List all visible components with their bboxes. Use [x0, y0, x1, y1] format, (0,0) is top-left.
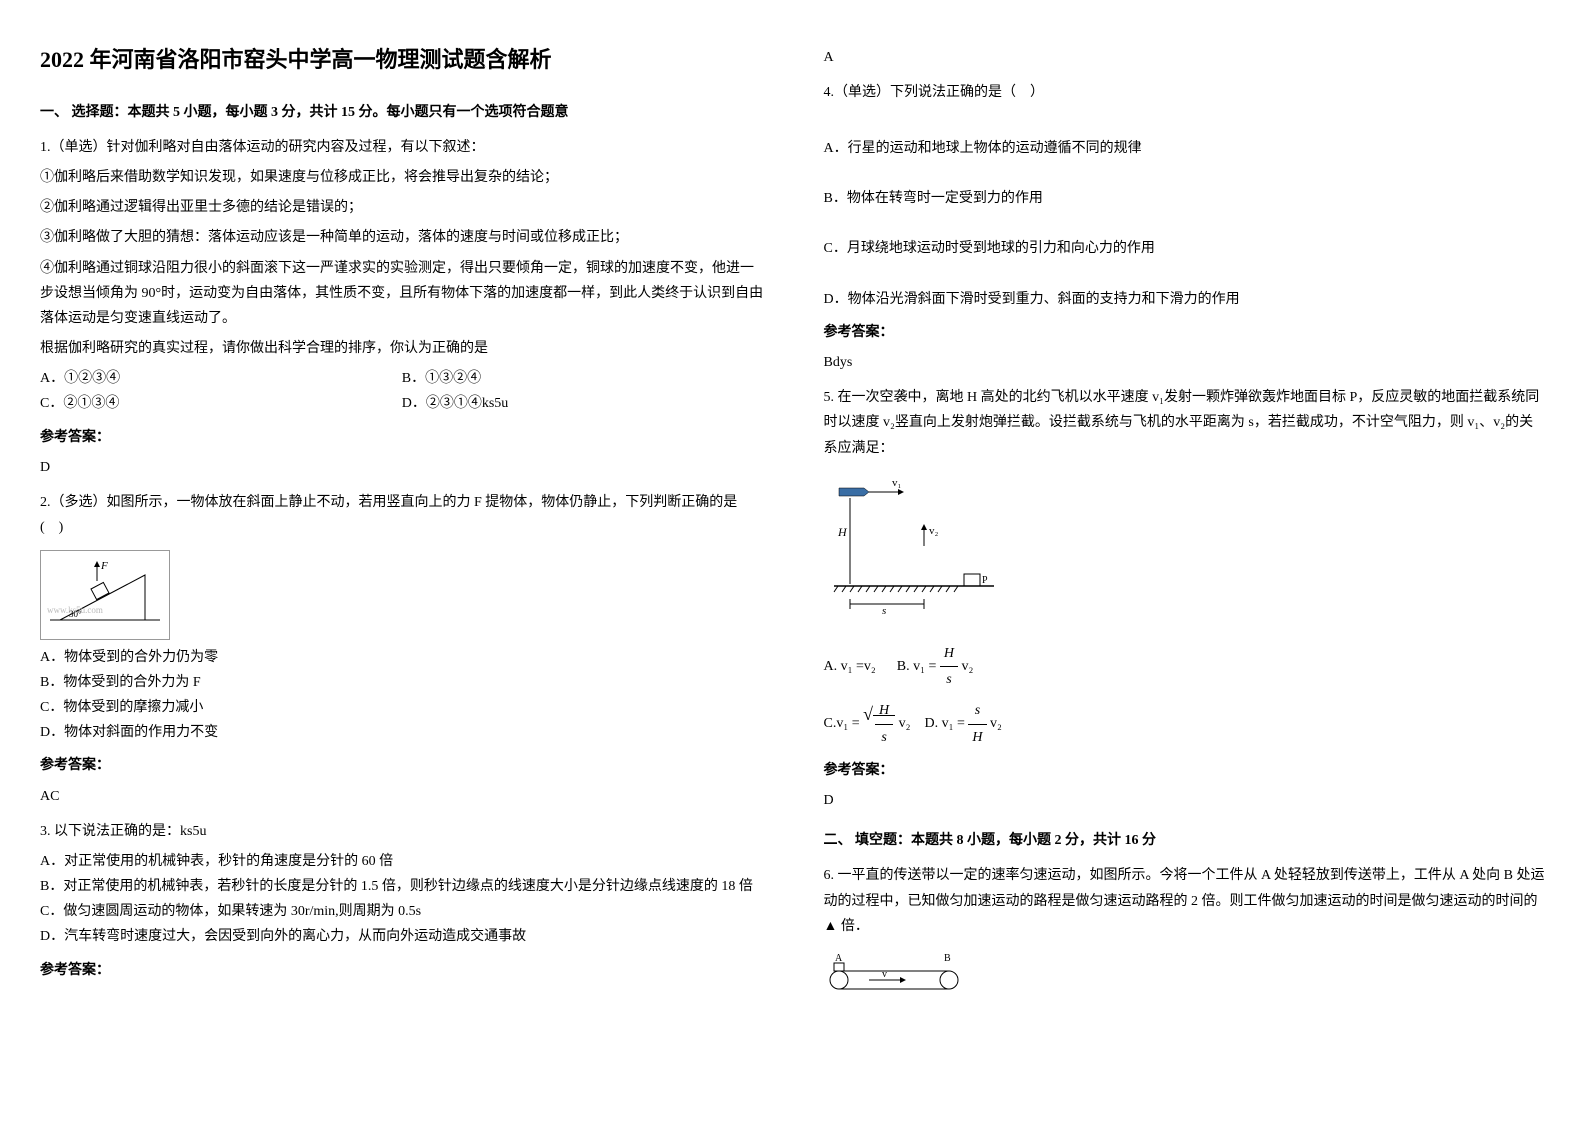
- q1-line1: ①伽利略后来借助数学知识发现，如果速度与位移成正比，将会推导出复杂的结论；: [40, 165, 764, 190]
- q5-options-row1: A. v₁ =v₂ B. v₁ = H s v₂: [824, 641, 1548, 692]
- q1-answer-label: 参考答案：: [40, 425, 764, 450]
- q5-fig-v1: v₁: [892, 477, 902, 489]
- q2-option-b: B．物体受到的合外力为 F: [40, 670, 764, 695]
- left-column: 2022 年河南省洛阳市窑头中学高一物理测试题含解析 一、 选择题：本题共 5 …: [40, 40, 764, 1019]
- q4-option-d: D．物体沿光滑斜面下滑时受到重力、斜面的支持力和下滑力的作用: [824, 287, 1548, 312]
- question-5: 5. 在一次空袭中，离地 H 高处的北约飞机以水平速度 v₁发射一颗炸弹欲轰炸地…: [824, 385, 1548, 813]
- q6-figure: A B v: [824, 952, 964, 992]
- q1-option-a: A．①②③④: [40, 366, 402, 391]
- q2-answer: AC: [40, 784, 764, 809]
- q5-option-b-pre: B. v₁ =: [897, 659, 940, 674]
- q1-line2: ②伽利略通过逻辑得出亚里士多德的结论是错误的；: [40, 195, 764, 220]
- q6-fig-A: A: [835, 953, 843, 964]
- q2-answer-label: 参考答案：: [40, 753, 764, 778]
- q5-fig-H: H: [837, 525, 848, 539]
- q2-option-a: A．物体受到的合外力仍为零: [40, 645, 764, 670]
- q5-option-c-pre: C.v₁ =: [824, 716, 864, 731]
- q6-stem: 6. 一平直的传送带以一定的速率匀速运动，如图所示。今将一个工件从 A 处轻轻放…: [824, 863, 1548, 939]
- q4-answer: Bdys: [824, 350, 1548, 375]
- q4-answer-label: 参考答案：: [824, 320, 1548, 345]
- q5-figure: v₁ H v₂: [824, 476, 1004, 616]
- q6-fig-B: B: [944, 953, 951, 964]
- question-6: 6. 一平直的传送带以一定的速率匀速运动，如图所示。今将一个工件从 A 处轻轻放…: [824, 863, 1548, 1009]
- q4-stem: 4.（单选）下列说法正确的是（ ）: [824, 80, 1548, 105]
- q5-option-c-post: v₂: [899, 716, 911, 731]
- q3-option-b: B．对正常使用的机械钟表，若秒针的长度是分针的 1.5 倍，则秒针边缘点的线速度…: [40, 874, 764, 899]
- q5-optB-frac: H s: [940, 641, 958, 692]
- section-2-header: 二、 填空题：本题共 8 小题，每小题 2 分，共计 16 分: [824, 828, 1548, 853]
- question-3: 3. 以下说法正确的是：ks5u A．对正常使用的机械钟表，秒针的角速度是分针的…: [40, 819, 764, 983]
- q5-option-d-pre: D. v₁ =: [925, 716, 969, 731]
- q2-option-d: D．物体对斜面的作用力不变: [40, 720, 764, 745]
- q3-option-c: C．做匀速圆周运动的物体，如果转速为 30r/min,则周期为 0.5s: [40, 899, 764, 924]
- q5-fig-s: s: [882, 605, 886, 616]
- q2-figure: F 30° www.ks5u.com: [40, 550, 170, 639]
- q2-watermark: www.ks5u.com: [47, 605, 103, 615]
- q5-fig-P: P: [982, 575, 988, 586]
- q6-fig-v: v: [882, 969, 887, 980]
- section-1-header: 一、 选择题：本题共 5 小题，每小题 3 分，共计 15 分。每小题只有一个选…: [40, 100, 764, 125]
- q1-line3: ③伽利略做了大胆的猜想：落体运动应该是一种简单的运动，落体的速度与时间或位移成正…: [40, 225, 764, 250]
- q2-stem: 2.（多选）如图所示，一物体放在斜面上静止不动，若用竖直向上的力 F 提物体，物…: [40, 490, 764, 540]
- q3-stem: 3. 以下说法正确的是：ks5u: [40, 819, 764, 844]
- q4-option-a: A．行星的运动和地球上物体的运动遵循不同的规律: [824, 136, 1548, 161]
- q4-option-c: C．月球绕地球运动时受到地球的引力和向心力的作用: [824, 236, 1548, 261]
- q4-option-b: B．物体在转弯时一定受到力的作用: [824, 186, 1548, 211]
- q1-option-c: C．②①③④: [40, 391, 402, 416]
- q1-line4: ④伽利略通过铜球沿阻力很小的斜面滚下这一严谨求实的实验测定，得出只要倾角一定，铜…: [40, 256, 764, 332]
- q1-option-d: D．②③①④ks5u: [402, 391, 764, 416]
- q1-answer: D: [40, 455, 764, 480]
- right-column: A 4.（单选）下列说法正确的是（ ） A．行星的运动和地球上物体的运动遵循不同…: [824, 40, 1548, 1019]
- q5-fig-v2: v₂: [929, 525, 939, 537]
- sqrt-icon: √: [863, 704, 873, 724]
- q5-optC-sqrt: H s: [873, 715, 895, 731]
- q3-option-d: D．汽车转弯时速度过大，会因受到向外的离心力，从而向外运动造成交通事故: [40, 924, 764, 949]
- q5-answer-label: 参考答案：: [824, 758, 1548, 783]
- q5-answer: D: [824, 788, 1548, 813]
- exam-title: 2022 年河南省洛阳市窑头中学高一物理测试题含解析: [40, 40, 764, 80]
- q3-option-a: A．对正常使用的机械钟表，秒针的角速度是分针的 60 倍: [40, 849, 764, 874]
- q5-options-row2: C.v₁ = √ H s v₂ D. v₁ = s H v₂: [824, 698, 1548, 749]
- q2-fig-F: F: [100, 560, 108, 572]
- q1-prompt: 根据伽利略研究的真实过程，请你做出科学合理的排序，你认为正确的是: [40, 336, 764, 361]
- question-1: 1.（单选）针对伽利略对自由落体运动的研究内容及过程，有以下叙述： ①伽利略后来…: [40, 135, 764, 480]
- q2-option-c: C．物体受到的摩擦力减小: [40, 695, 764, 720]
- q5-option-a: A. v₁ =v₂: [824, 659, 876, 674]
- q5-optD-frac: s H: [968, 698, 986, 749]
- question-4: 4.（单选）下列说法正确的是（ ） A．行星的运动和地球上物体的运动遵循不同的规…: [824, 80, 1548, 375]
- question-2: 2.（多选）如图所示，一物体放在斜面上静止不动，若用竖直向上的力 F 提物体，物…: [40, 490, 764, 809]
- q5-stem: 5. 在一次空袭中，离地 H 高处的北约飞机以水平速度 v₁发射一颗炸弹欲轰炸地…: [824, 385, 1548, 461]
- q5-option-b-post: v₂: [962, 659, 974, 674]
- q1-stem: 1.（单选）针对伽利略对自由落体运动的研究内容及过程，有以下叙述：: [40, 135, 764, 160]
- q3-answer-label: 参考答案：: [40, 958, 764, 983]
- q3-answer: A: [824, 45, 1548, 70]
- q1-option-b: B．①③②④: [402, 366, 764, 391]
- q5-option-d-post: v₂: [990, 716, 1002, 731]
